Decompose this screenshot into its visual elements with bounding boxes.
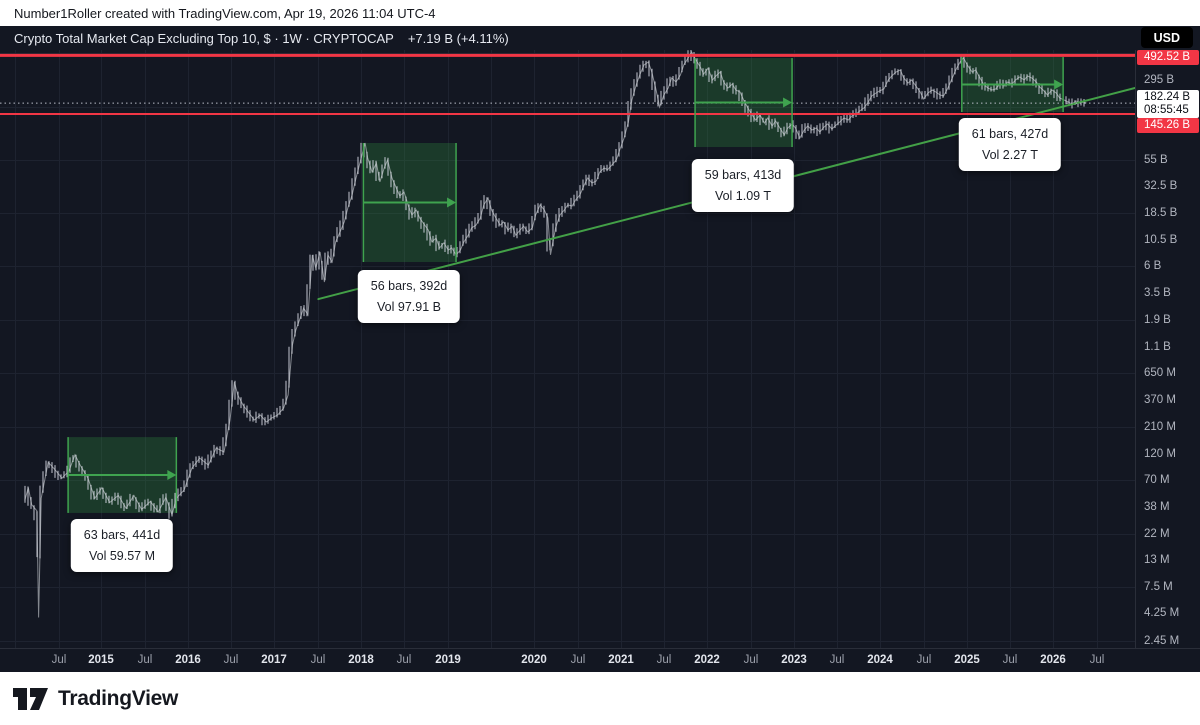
measure-bars-text: 56 bars, 392d — [370, 279, 448, 293]
price-axis-label: 3.5 B — [1144, 287, 1171, 299]
measure-tooltip: 56 bars, 392d Vol 97.91 B — [357, 270, 461, 324]
price-axis-label: 650 M — [1144, 367, 1176, 379]
time-axis-month-label: Jul — [396, 654, 412, 666]
price-axis-label: 295 B — [1144, 74, 1175, 86]
time-axis[interactable]: Jul 2015 Jul 2016 Jul 2017 Jul 2018 Jul 2019 2020 J… — [0, 648, 1200, 672]
price-axis-label: 2.45 M — [1144, 635, 1180, 647]
measure-arrow-head — [1054, 79, 1064, 90]
price-series-bars — [24, 50, 1085, 559]
measure-bars-text: 59 bars, 413d — [704, 168, 782, 182]
time-axis-year-label: 2022 — [694, 654, 720, 666]
time-axis-month-label: Jul — [137, 654, 153, 666]
time-axis-year-label: 2025 — [954, 654, 980, 666]
price-axis-label: 10.5 B — [1144, 234, 1178, 246]
price-axis-label: 18.5 B — [1144, 207, 1178, 219]
time-axis-month-label: Jul — [829, 654, 845, 666]
time-axis-year-label: 2015 — [88, 654, 114, 666]
time-axis-month-label: Jul — [743, 654, 759, 666]
measure-volume-text: Vol 1.09 T — [714, 188, 772, 203]
price-axis-label: 4.25 M — [1144, 607, 1180, 619]
current-price-tag: 182.24 B 08:55:45 — [1137, 90, 1199, 118]
time-axis-month-label: Jul — [1002, 654, 1018, 666]
price-axis-label: 120 M — [1144, 448, 1176, 460]
price-tag-value: 492.52 B — [1144, 51, 1191, 63]
time-axis-month-label: Jul — [51, 654, 67, 666]
price-axis-label: 6 B — [1144, 260, 1162, 272]
time-axis-year-label: 2024 — [867, 654, 893, 666]
measure-arrow-head — [783, 97, 793, 108]
level-price-tag: 145.26 B — [1137, 118, 1199, 133]
attribution-bar: Number1Roller created with TradingView.c… — [0, 0, 1200, 26]
measure-bars-text: 63 bars, 441d — [83, 528, 161, 542]
tradingview-logo-icon[interactable] — [12, 685, 49, 713]
attribution-text: Number1Roller created with TradingView.c… — [14, 5, 436, 21]
time-axis-year-label: 2021 — [608, 654, 634, 666]
price-axis-label: 38 M — [1144, 501, 1170, 513]
price-axis-label: 55 B — [1144, 154, 1168, 166]
time-axis-year-label: 2020 — [521, 654, 547, 666]
measure-volume-text: Vol 59.57 M — [88, 548, 156, 563]
price-tag-value: 145.26 B — [1144, 119, 1191, 131]
brand-text: TradingView — [58, 686, 179, 710]
price-axis-label: 1.1 B — [1144, 341, 1171, 353]
time-axis-month-label: Jul — [1089, 654, 1105, 666]
time-axis-year-label: 2019 — [435, 654, 461, 666]
price-axis-label: 370 M — [1144, 394, 1176, 406]
price-axis-label: 13 M — [1144, 554, 1170, 566]
price-axis[interactable]: 295 B 55 B 32.5 B 18.5 B 10.5 B 6 B 3.5 B 1.9 B… — [1135, 50, 1200, 648]
time-axis-month-label: Jul — [916, 654, 932, 666]
time-axis-month-label: Jul — [223, 654, 239, 666]
chart-header: Crypto Total Market Cap Excluding Top 10… — [0, 26, 1200, 50]
measure-tooltip: 63 bars, 441d Vol 59.57 M — [70, 519, 174, 573]
time-axis-year-label: 2026 — [1040, 654, 1066, 666]
measure-volume-text: Vol 2.27 T — [981, 147, 1039, 162]
time-axis-year-label: 2016 — [175, 654, 201, 666]
price-axis-label: 7.5 M — [1144, 581, 1173, 593]
chart-window: Crypto Total Market Cap Excluding Top 10… — [0, 26, 1200, 672]
price-tag-countdown: 08:55:45 — [1144, 104, 1189, 116]
time-axis-month-label: Jul — [310, 654, 326, 666]
price-axis-label: 70 M — [1144, 474, 1170, 486]
footer: TradingView — [0, 672, 1200, 725]
measure-bars-text: 61 bars, 427d — [971, 127, 1049, 141]
measure-arrow-head — [447, 197, 457, 208]
time-axis-month-label: Jul — [570, 654, 586, 666]
price-axis-label: 210 M — [1144, 421, 1176, 433]
chart-plot-area: 295 B 55 B 32.5 B 18.5 B 10.5 B 6 B 3.5 B 1.9 B… — [0, 50, 1200, 648]
time-axis-year-label: 2018 — [348, 654, 374, 666]
price-axis-label: 1.9 B — [1144, 314, 1171, 326]
time-axis-year-label: 2023 — [781, 654, 807, 666]
time-axis-year-label: 2017 — [261, 654, 287, 666]
measure-tooltip: 61 bars, 427d Vol 2.27 T — [958, 118, 1062, 172]
price-series-line — [24, 50, 1087, 618]
symbol-title[interactable]: Crypto Total Market Cap Excluding Top 10… — [14, 30, 394, 46]
time-axis-month-label: Jul — [656, 654, 672, 666]
chart-canvas[interactable] — [0, 50, 1135, 648]
level-price-tag: 492.52 B — [1137, 50, 1199, 65]
change-value: +7.19 B (+4.11%) — [407, 30, 509, 46]
price-tag-value: 182.24 B — [1144, 91, 1191, 103]
currency-toggle-button[interactable]: USD — [1140, 27, 1193, 48]
measure-volume-text: Vol 97.91 B — [377, 299, 441, 314]
measure-tooltip: 59 bars, 413d Vol 1.09 T — [691, 159, 795, 213]
price-axis-label: 32.5 B — [1144, 180, 1178, 192]
price-axis-label: 22 M — [1144, 528, 1170, 540]
measure-arrow-head — [167, 470, 177, 481]
